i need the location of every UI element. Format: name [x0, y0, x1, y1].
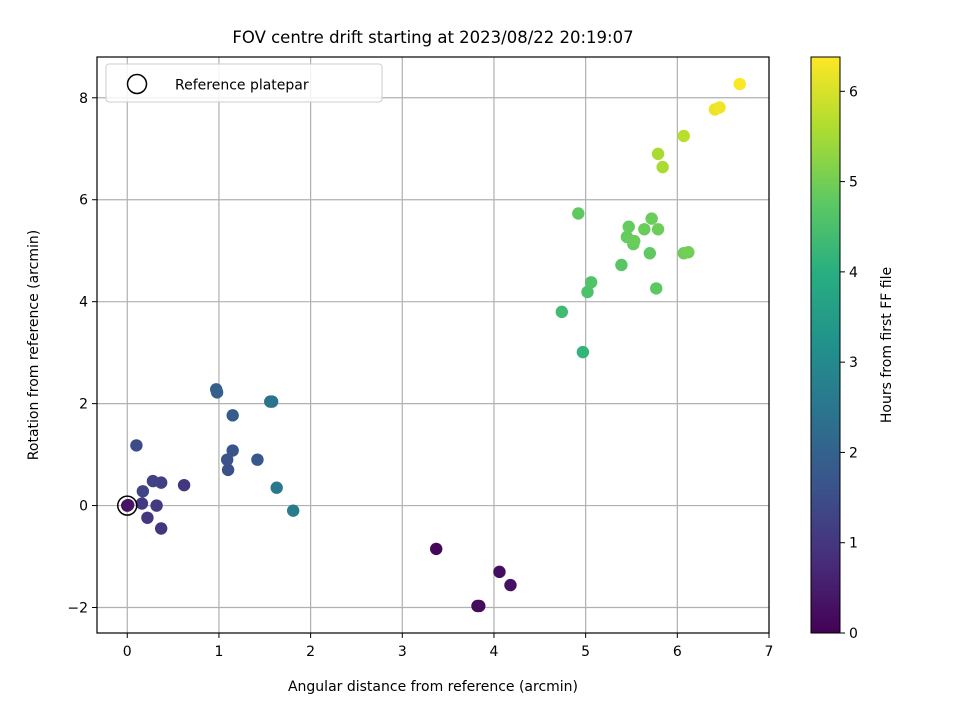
data-point — [493, 565, 506, 579]
grid-lines — [97, 57, 770, 633]
data-point — [220, 453, 234, 466]
x-tick-label: 7 — [765, 644, 774, 660]
y-axis-ticks: −2 0 2 4 6 8 — [67, 91, 97, 617]
data-points — [117, 77, 746, 613]
data-point — [682, 246, 695, 259]
legend-label-reference-platepar: Reference platepar — [175, 78, 309, 94]
data-point — [677, 129, 690, 143]
colorbar-gradient — [810, 56, 841, 634]
data-point — [177, 478, 191, 492]
data-point — [226, 444, 239, 457]
legend-reference-marker — [126, 73, 148, 95]
data-point — [141, 511, 154, 524]
data-point — [210, 386, 224, 399]
colorbar-tick-label: 1 — [849, 536, 858, 552]
data-point — [121, 498, 135, 512]
data-point — [628, 234, 641, 248]
data-point — [136, 485, 150, 498]
data-point — [576, 345, 590, 359]
x-tick-label: 2 — [306, 644, 315, 660]
data-point — [150, 499, 163, 512]
x-axis-label: Angular distance from reference (arcmin) — [288, 679, 578, 695]
y-tick-label: 8 — [79, 91, 88, 107]
data-point — [713, 101, 726, 114]
x-axis-ticks: 0 1 2 3 4 5 6 7 — [123, 633, 774, 660]
data-point — [286, 504, 300, 517]
data-point — [146, 474, 160, 488]
colorbar-tick-label: 3 — [849, 355, 858, 371]
data-point — [651, 147, 665, 161]
data-point — [638, 223, 651, 236]
colorbar-tick-label: 0 — [849, 626, 858, 642]
data-point — [473, 599, 486, 613]
data-point — [656, 160, 669, 174]
data-point — [270, 481, 283, 494]
x-tick-label: 6 — [673, 644, 682, 660]
data-point — [651, 223, 665, 236]
colorbar-tick-label: 2 — [849, 445, 858, 461]
data-point — [733, 77, 746, 91]
data-point — [581, 285, 594, 299]
data-point — [251, 453, 264, 466]
chart-title: FOV centre drift starting at 2023/08/22 … — [232, 28, 633, 47]
y-tick-label: −2 — [67, 601, 88, 617]
x-tick-label: 1 — [214, 644, 223, 660]
data-point — [555, 305, 569, 319]
data-point — [645, 212, 658, 225]
reference-platepar-marker — [117, 495, 138, 516]
data-point — [154, 522, 168, 535]
data-point — [650, 282, 663, 295]
x-tick-label: 5 — [581, 644, 590, 660]
data-point — [226, 409, 239, 422]
legend: Reference platepar — [105, 63, 383, 103]
x-tick-label: 3 — [398, 644, 407, 660]
data-point — [615, 258, 628, 272]
x-tick-label: 4 — [490, 644, 499, 660]
legend-box — [105, 63, 383, 103]
x-tick-label: 0 — [123, 644, 132, 660]
data-point — [504, 578, 517, 592]
colorbar-tick-label: 5 — [849, 175, 858, 191]
data-point — [265, 395, 279, 408]
y-axis-label: Rotation from reference (arcmin) — [26, 230, 42, 460]
plot-frame — [96, 56, 770, 634]
colorbar-tick-label: 4 — [849, 265, 858, 281]
data-point — [572, 207, 585, 220]
y-tick-label: 4 — [79, 295, 88, 311]
data-point — [430, 542, 443, 556]
y-tick-label: 0 — [79, 499, 88, 515]
data-point — [584, 276, 598, 289]
data-point — [643, 247, 657, 260]
y-tick-label: 6 — [79, 193, 88, 209]
colorbar-ticks: 0 1 2 3 4 5 6 — [840, 84, 858, 642]
data-point — [622, 220, 635, 233]
colorbar: 0 1 2 3 4 5 6 Hours from first FF file — [810, 56, 895, 642]
data-point — [221, 463, 235, 477]
data-point — [135, 497, 149, 510]
data-point — [130, 439, 143, 452]
y-tick-label: 2 — [79, 397, 88, 413]
colorbar-label: Hours from first FF file — [879, 267, 895, 423]
colorbar-tick-label: 6 — [849, 84, 858, 100]
